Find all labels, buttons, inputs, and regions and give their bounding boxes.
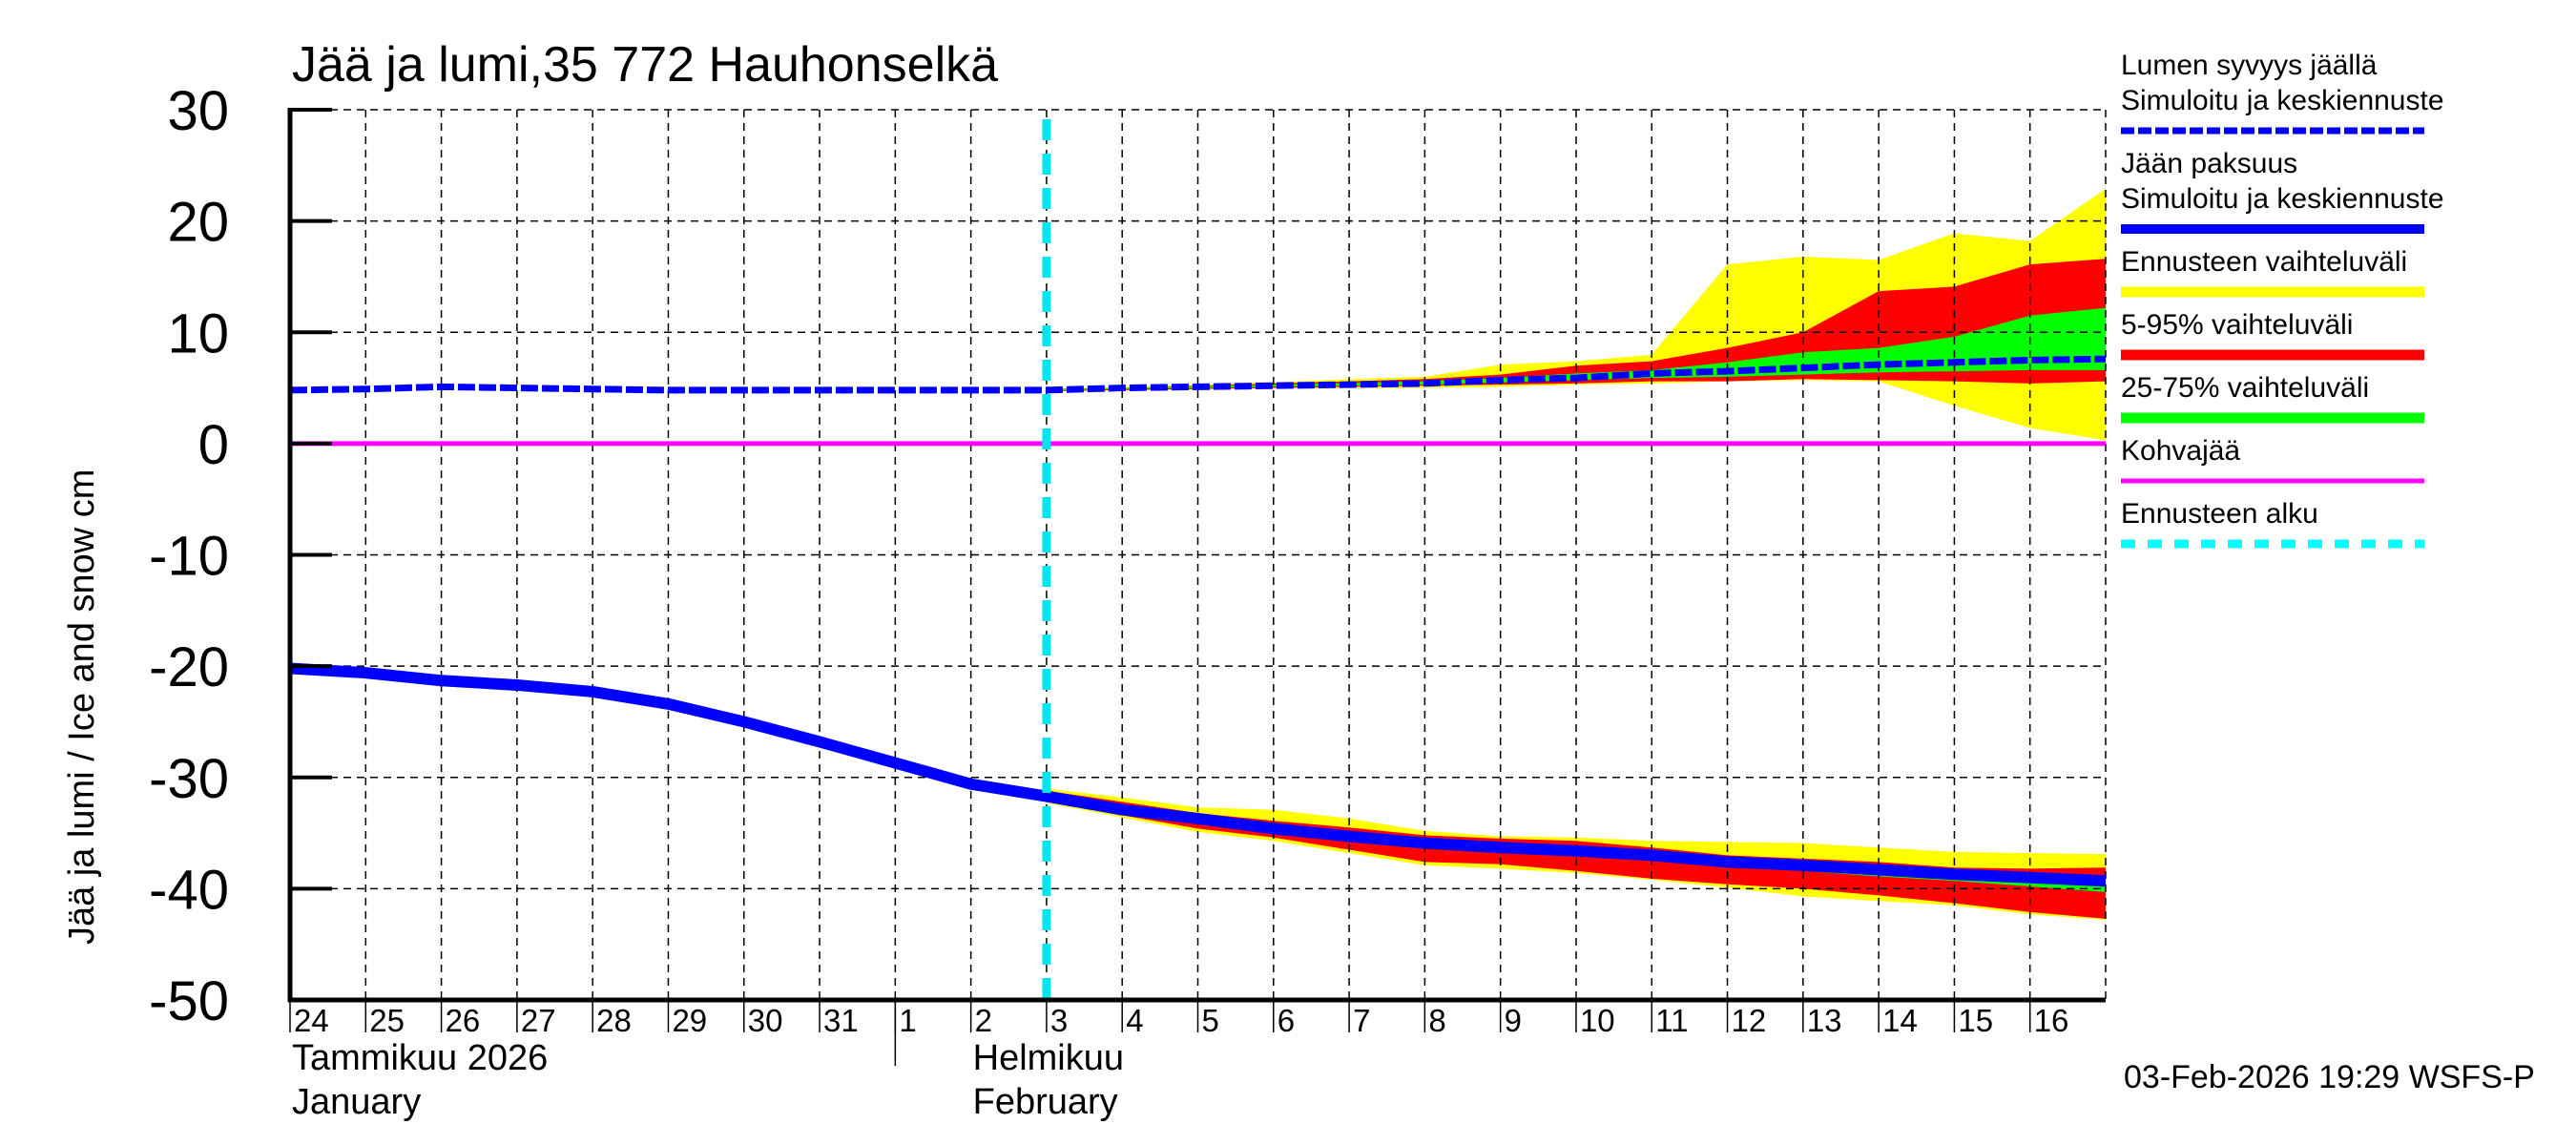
legend-label: Ennusteen alku	[2121, 498, 2318, 530]
x-tick-label: 3	[1050, 1003, 1068, 1038]
snow-25-75-band	[1046, 307, 2106, 391]
legend: Lumen syvyys jäällä Simuloitu ja keskienn…	[2121, 50, 2444, 549]
x-tick-label: 28	[596, 1003, 632, 1038]
month-label-fi: Helmikuu	[973, 1038, 1124, 1078]
x-tick-label: 15	[1958, 1003, 1993, 1038]
legend-label: Jään paksuus	[2121, 148, 2297, 179]
x-tick-label: 1	[899, 1003, 916, 1038]
timestamp-label: 03-Feb-2026 19:29 WSFS-P	[2124, 1059, 2535, 1095]
legend-label: Ennusteen vaihteluväli	[2121, 246, 2407, 278]
x-tick-label: 9	[1505, 1003, 1522, 1038]
y-tick-label: -30	[149, 748, 229, 810]
x-tick-label: 7	[1353, 1003, 1370, 1038]
y-tick-label: 0	[198, 414, 229, 476]
x-tick-label: 6	[1278, 1003, 1295, 1038]
x-tick-label: 30	[748, 1003, 783, 1038]
x-tick-label: 8	[1428, 1003, 1445, 1038]
x-tick-label: 16	[2034, 1003, 2069, 1038]
y-tick-labels: 30 20 10 0 -10 -20 -30 -40 -50	[149, 80, 229, 1032]
legend-label: Simuloitu ja keskiennuste	[2121, 85, 2444, 116]
y-tick-label: -10	[149, 526, 229, 588]
x-tick-label: 14	[1882, 1003, 1918, 1038]
legend-label: 5-95% vaihteluväli	[2121, 309, 2353, 341]
legend-label: Lumen syvyys jäällä	[2121, 50, 2378, 81]
y-tick-label: 30	[167, 80, 229, 142]
legend-label: 25-75% vaihteluväli	[2121, 372, 2369, 404]
y-tick-label: -20	[149, 636, 229, 698]
x-tick-label: 26	[446, 1003, 481, 1038]
x-tick-label: 29	[672, 1003, 707, 1038]
month-label-fi: Tammikuu 2026	[292, 1038, 548, 1078]
x-tick-label: 12	[1732, 1003, 1767, 1038]
x-tick-label: 4	[1126, 1003, 1143, 1038]
x-tick-label: 13	[1807, 1003, 1842, 1038]
y-tick-label: -40	[149, 859, 229, 921]
chart-title: Jää ja lumi,35 772 Hauhonselkä	[292, 37, 998, 93]
x-tick-label: 31	[823, 1003, 859, 1038]
x-tick-label: 2	[975, 1003, 992, 1038]
x-tick-label: 27	[521, 1003, 556, 1038]
x-tick-labels: 24 25 26 27 28 29 30 31 1 2 3 4 5 6 7 8 9 10 11 12 13 14 15 16	[289, 1000, 2069, 1038]
data-series	[289, 119, 2107, 1000]
y-tick-label: -50	[149, 970, 229, 1032]
x-tick-label: 5	[1202, 1003, 1219, 1038]
month-label-en: January	[292, 1082, 421, 1122]
snow-depth-line	[289, 355, 2107, 394]
legend-label: Simuloitu ja keskiennuste	[2121, 183, 2444, 215]
y-tick-label: 10	[167, 302, 229, 364]
y-tick-label: 20	[167, 192, 229, 254]
y-axis-title: Jää ja lumi / Ice and snow cm	[62, 469, 102, 945]
month-label-en: February	[973, 1082, 1118, 1122]
x-tick-label: 11	[1655, 1003, 1688, 1038]
legend-label: Kohvajää	[2121, 435, 2240, 467]
x-tick-label: 24	[294, 1003, 329, 1038]
x-tick-label: 10	[1580, 1003, 1615, 1038]
ice-thickness-line	[289, 662, 2107, 887]
x-tick-label: 25	[369, 1003, 405, 1038]
